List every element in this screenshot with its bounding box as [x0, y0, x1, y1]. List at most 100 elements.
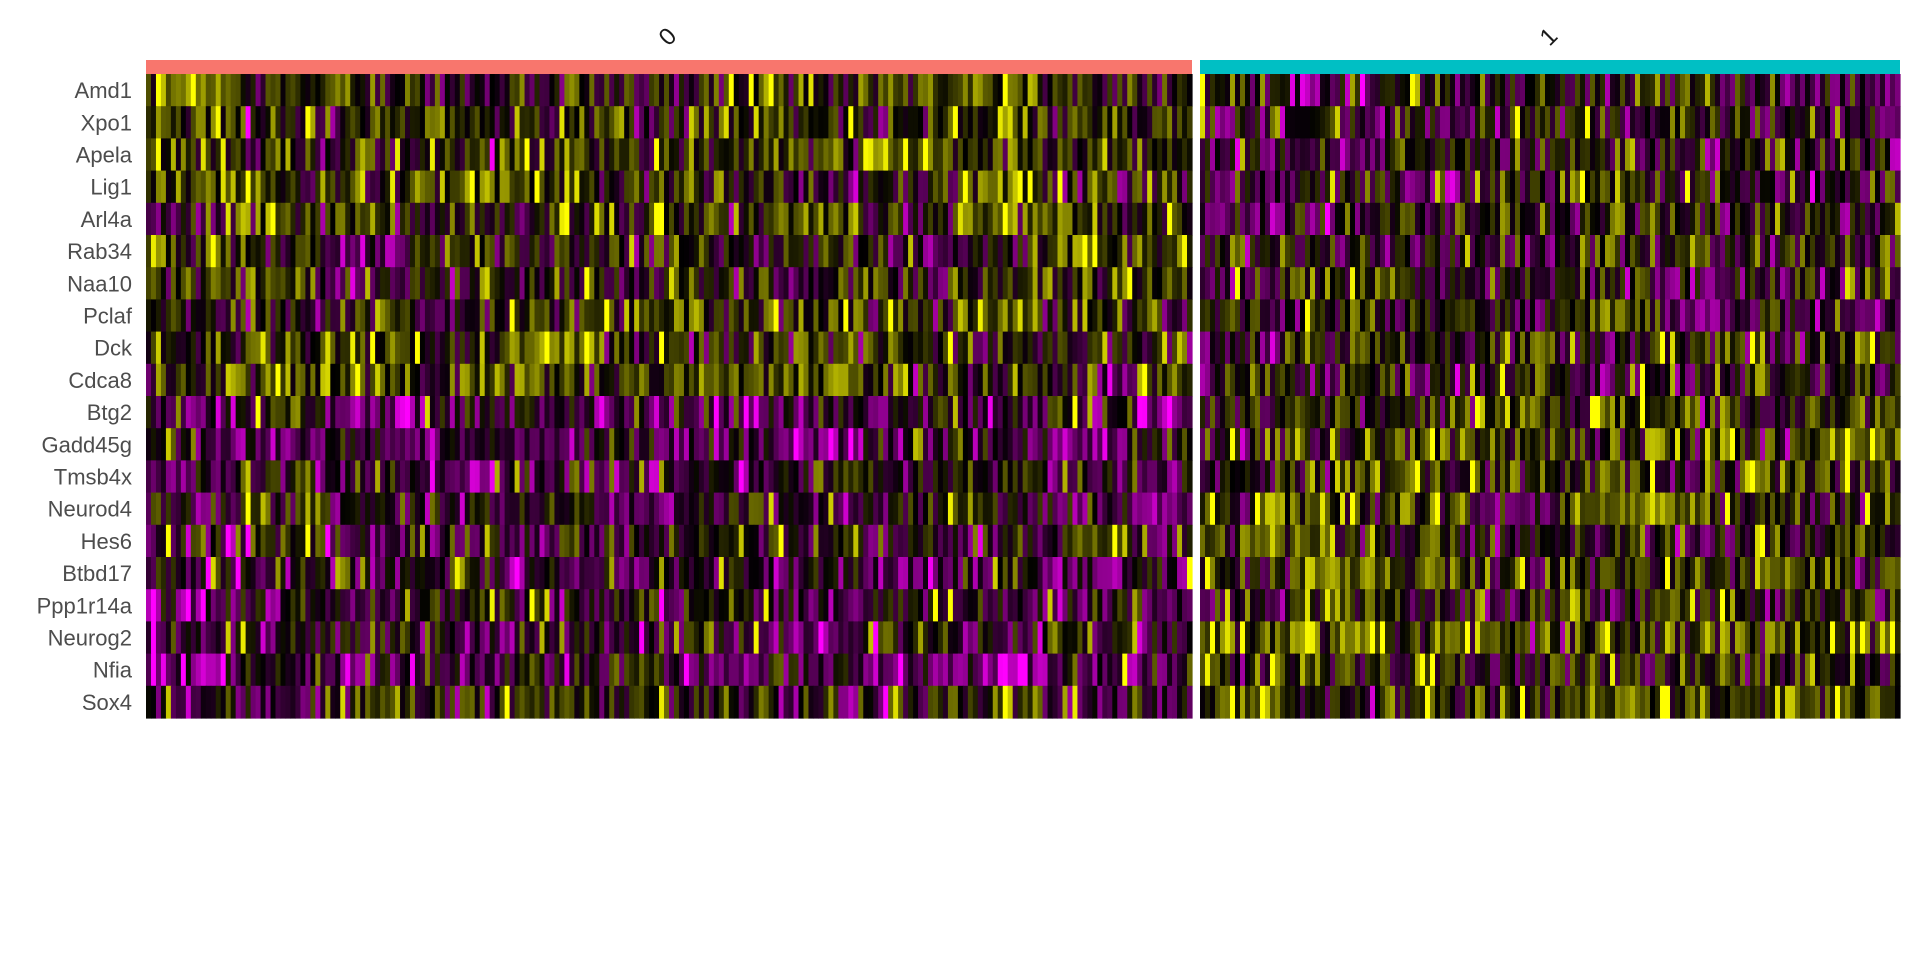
heatmap-cell	[703, 74, 710, 107]
heatmap-cell	[1655, 235, 1661, 268]
heatmap-cell	[1112, 621, 1118, 655]
heatmap-cell	[1157, 396, 1163, 429]
heatmap-cell	[1885, 74, 1891, 107]
heatmap-cell	[609, 106, 615, 139]
heatmap-cell	[320, 589, 326, 622]
heatmap-cell	[703, 106, 710, 139]
heatmap-cell	[155, 396, 162, 429]
heatmap-cell	[1455, 170, 1461, 204]
heatmap-cell	[285, 267, 292, 300]
heatmap-cell	[1167, 74, 1173, 107]
heatmap-cell	[1460, 138, 1466, 172]
heatmap-cell	[1047, 138, 1054, 172]
heatmap-cell	[828, 202, 834, 236]
heatmap-cell	[1615, 235, 1621, 268]
heatmap-cell	[838, 299, 844, 333]
heatmap-cell	[1800, 202, 1806, 236]
heatmap-cell	[579, 170, 585, 204]
heatmap-cell	[1092, 524, 1098, 558]
heatmap-cell	[1057, 202, 1064, 236]
heatmap-cell	[1132, 74, 1138, 107]
heatmap-cell	[1097, 589, 1103, 622]
heatmap-cell	[798, 492, 805, 526]
heatmap-cell	[285, 589, 292, 622]
heatmap-cell	[1605, 138, 1611, 172]
heatmap-cell	[813, 524, 820, 558]
heatmap-cell	[170, 685, 177, 719]
heatmap-cell	[1590, 170, 1596, 204]
heatmap-cell	[509, 685, 516, 719]
heatmap-cell	[405, 170, 411, 204]
heatmap-cell	[1037, 138, 1044, 172]
heatmap-cell	[952, 235, 959, 268]
heatmap-cell	[868, 589, 874, 622]
heatmap-cell	[1750, 74, 1756, 107]
heatmap-cell	[1172, 170, 1178, 204]
heatmap-cell	[245, 202, 252, 236]
heatmap-cell	[170, 396, 177, 429]
heatmap-cell	[848, 363, 854, 397]
heatmap-cell	[190, 557, 197, 590]
heatmap-cell	[1230, 106, 1236, 139]
heatmap-cell	[1290, 138, 1296, 172]
heatmap-cell	[310, 557, 316, 590]
heatmap-cell	[788, 235, 795, 268]
heatmap-cell	[225, 589, 232, 622]
heatmap-cell	[863, 299, 869, 333]
heatmap-cell	[479, 557, 486, 590]
heatmap-cell	[1002, 589, 1009, 622]
heatmap-cell	[146, 331, 152, 365]
heatmap-cell	[843, 235, 849, 268]
heatmap-cell	[474, 170, 481, 204]
heatmap-cell	[1127, 460, 1133, 494]
heatmap-cell	[1047, 685, 1054, 719]
heatmap-cell	[773, 653, 780, 687]
heatmap-cell	[942, 331, 949, 365]
heatmap-cell	[459, 685, 466, 719]
heatmap-cell	[843, 428, 849, 461]
heatmap-cell	[1157, 557, 1163, 590]
heatmap-cell	[673, 460, 680, 494]
heatmap-cell	[997, 170, 1004, 204]
heatmap-cell	[360, 170, 366, 204]
heatmap-cell	[1147, 299, 1153, 333]
heatmap-cell	[514, 74, 521, 107]
heatmap-cell	[1485, 106, 1491, 139]
heatmap-cell	[688, 396, 695, 429]
heatmap-cell	[843, 74, 849, 107]
heatmap-cell	[489, 428, 496, 461]
heatmap-cell	[1525, 170, 1531, 204]
heatmap-cell	[639, 621, 645, 655]
heatmap-cell	[429, 653, 436, 687]
heatmap-cell	[270, 492, 277, 526]
heatmap-cell	[449, 331, 456, 365]
heatmap-cell	[1007, 396, 1014, 429]
heatmap-cell	[165, 235, 172, 268]
heatmap-cell	[1162, 428, 1168, 461]
heatmap-cell	[758, 460, 765, 494]
heatmap-cell	[429, 363, 436, 397]
heatmap-cell	[673, 170, 680, 204]
heatmap-cell	[848, 524, 854, 558]
heatmap-cell	[838, 460, 844, 494]
heatmap-cell	[514, 653, 521, 687]
heatmap-cell	[400, 428, 406, 461]
heatmap-cell	[1580, 235, 1586, 268]
heatmap-cell	[484, 460, 491, 494]
heatmap-cell	[215, 363, 222, 397]
heatmap-cell	[783, 396, 790, 429]
heatmap-cell	[848, 621, 854, 655]
heatmap-cell	[534, 267, 541, 300]
heatmap-cell	[693, 106, 700, 139]
heatmap-cell	[1117, 363, 1123, 397]
heatmap-cell	[146, 202, 152, 236]
heatmap-cell	[1535, 202, 1541, 236]
heatmap-cell	[1132, 557, 1138, 590]
heatmap-cell	[290, 170, 297, 204]
heatmap-cell	[778, 685, 785, 719]
heatmap-cell	[903, 589, 909, 622]
heatmap-cell	[599, 685, 605, 719]
heatmap-cell	[469, 267, 476, 300]
heatmap-cell	[479, 363, 486, 397]
